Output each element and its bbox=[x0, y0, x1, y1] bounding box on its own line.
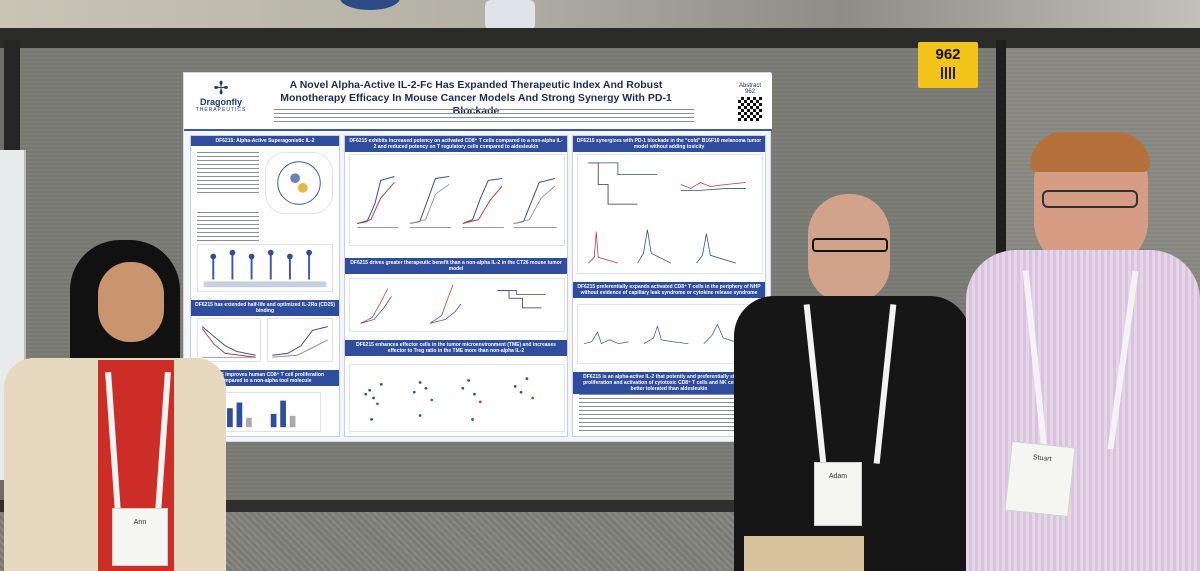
binding-chart bbox=[267, 318, 333, 362]
abstract-number: 962 bbox=[744, 89, 755, 95]
badge-name: Stuart bbox=[1032, 454, 1052, 464]
section-heading: DF6215 preferentially expands activated … bbox=[573, 282, 765, 298]
section-heading: DF6215: Alpha-Active Superagonistic IL-2 bbox=[191, 136, 339, 146]
face-middle bbox=[808, 194, 890, 302]
potency-curves-panel bbox=[349, 154, 565, 246]
khaki-pants bbox=[744, 536, 864, 571]
section-heading: DF6215 improves human CD8⁺ T cell prolif… bbox=[191, 370, 339, 386]
pk-chart bbox=[197, 318, 261, 362]
face-left bbox=[98, 262, 164, 342]
badge-name: Ann bbox=[133, 519, 147, 526]
name-badge-right: Stuart bbox=[1004, 440, 1076, 518]
logo-brand: Dragonfly bbox=[199, 97, 242, 107]
receptor-diagram bbox=[197, 244, 333, 292]
poster-column-2: DF6215 exhibits increased potency on act… bbox=[344, 135, 568, 437]
nhp-panel bbox=[577, 304, 763, 364]
section-text bbox=[197, 152, 259, 196]
name-badge-left: Ann bbox=[112, 508, 168, 566]
tme-scatter-panel bbox=[349, 364, 565, 432]
section-heading: DF6215 synergizes with PD-1 blockade in … bbox=[573, 136, 765, 152]
synergy-panel bbox=[577, 154, 763, 274]
abstract-label: Abstract bbox=[738, 83, 761, 89]
booth-qr-icon bbox=[941, 67, 955, 79]
black-shirt bbox=[734, 296, 970, 571]
poster-column-1: DF6215: Alpha-Active Superagonistic IL-2… bbox=[190, 135, 340, 437]
molecule-diagram bbox=[265, 152, 333, 214]
conclusion-text bbox=[579, 394, 759, 434]
poster-column-3: DF6215 synergizes with PD-1 blockade in … bbox=[572, 135, 766, 437]
hair-right bbox=[1030, 132, 1150, 172]
section-heading: DF6215 exhibits increased potency on act… bbox=[345, 136, 567, 152]
scientific-poster: ✢ Dragonfly THERAPEUTICS A Novel Alpha-A… bbox=[183, 72, 772, 442]
striped-shirt bbox=[966, 250, 1200, 571]
glasses-icon bbox=[812, 238, 888, 252]
tumor-growth-panel bbox=[349, 278, 565, 332]
section-heading: DF6215 is an alpha-active IL-2 that pote… bbox=[573, 372, 765, 394]
hanging-sign bbox=[340, 0, 400, 10]
section-heading: DF6215 has extended half-life and optimi… bbox=[191, 300, 339, 316]
dragonfly-logo: ✢ Dragonfly THERAPEUTICS bbox=[190, 79, 252, 127]
poster-header: ✢ Dragonfly THERAPEUTICS A Novel Alpha-A… bbox=[184, 73, 772, 131]
proliferation-bar-chart bbox=[211, 392, 321, 432]
booth-number-card: 962 bbox=[918, 42, 978, 88]
section-text bbox=[197, 212, 259, 242]
board-frame-top bbox=[0, 28, 1200, 48]
abstract-box: Abstract 962 bbox=[732, 83, 768, 121]
section-heading: DF6215 enhances effector cells in the tu… bbox=[345, 340, 567, 356]
dragonfly-icon: ✢ bbox=[213, 78, 229, 98]
poster-authors bbox=[274, 109, 694, 123]
name-badge-middle: Adam bbox=[814, 462, 862, 526]
abstract-qr-icon bbox=[738, 97, 762, 121]
glasses-icon bbox=[1042, 190, 1138, 208]
logo-subtitle: THERAPEUTICS bbox=[195, 107, 247, 113]
ceiling bbox=[0, 0, 1200, 32]
section-heading: DF6215 drives greater therapeutic benefi… bbox=[345, 258, 567, 274]
hanging-sign-2 bbox=[485, 0, 535, 30]
badge-name: Adam bbox=[828, 473, 848, 480]
booth-number: 962 bbox=[935, 46, 961, 63]
